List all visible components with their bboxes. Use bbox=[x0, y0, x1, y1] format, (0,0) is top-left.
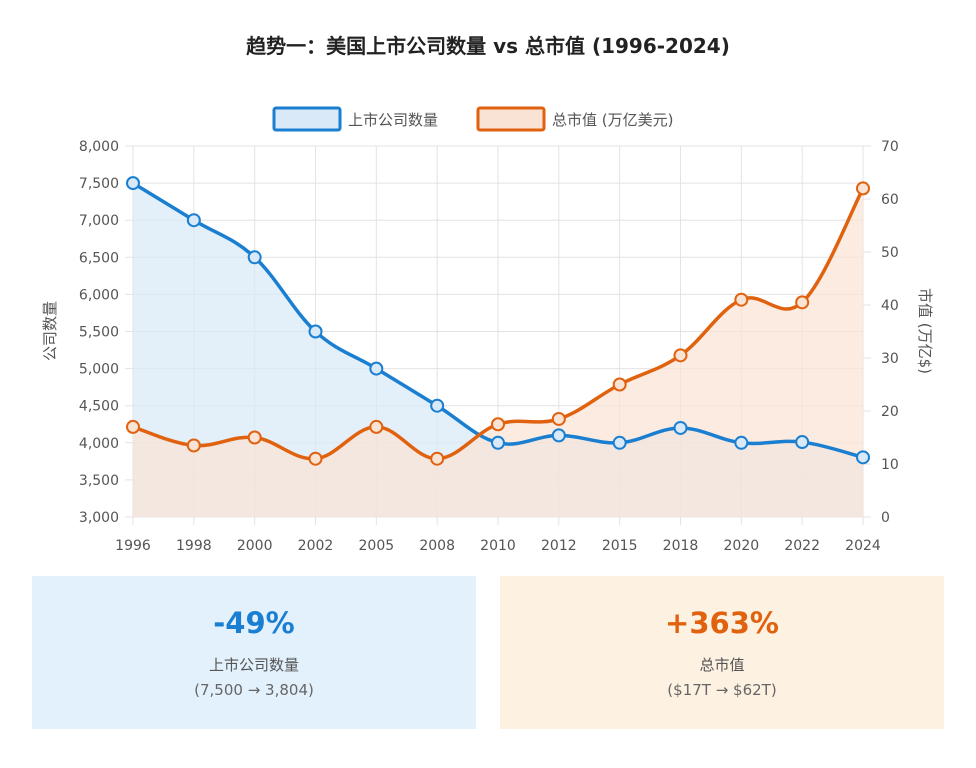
x-tick-label: 2002 bbox=[298, 538, 334, 554]
companies-point bbox=[551, 428, 566, 443]
legend-label-market-cap[interactable]: 总市值 (万亿美元) bbox=[552, 111, 673, 129]
x-axis-ticks: 1996 1998 2000 2002 2005 2008 2010 2012 2015 2018… bbox=[115, 538, 881, 554]
chart-title: 趋势一：美国上市公司数量 vs 总市值 (1996-2024) bbox=[246, 34, 730, 58]
companies-point bbox=[795, 435, 810, 450]
x-tick-label: 2024 bbox=[845, 538, 881, 554]
left-tick-label: 6,000 bbox=[79, 287, 119, 303]
right-tick-label: 60 bbox=[881, 192, 899, 208]
x-tick-label: 2005 bbox=[359, 538, 395, 554]
market-cap-point bbox=[734, 292, 749, 307]
left-tick-label: 6,500 bbox=[79, 250, 119, 266]
left-tick-label: 5,000 bbox=[79, 362, 119, 378]
companies-point bbox=[612, 435, 627, 450]
left-axis-title: 公司数量 bbox=[41, 301, 59, 361]
companies-point bbox=[308, 324, 323, 339]
x-tick-label: 2000 bbox=[237, 538, 273, 554]
companies-point bbox=[734, 435, 749, 450]
companies-point bbox=[491, 435, 505, 450]
companies-point bbox=[856, 450, 870, 465]
x-tick-label: 2018 bbox=[663, 538, 699, 554]
market-cap-point bbox=[856, 181, 870, 196]
companies-point bbox=[186, 213, 201, 228]
left-tick-label: 5,500 bbox=[79, 325, 119, 341]
market-cap-point bbox=[308, 451, 323, 466]
legend-swatch-market-cap[interactable] bbox=[476, 106, 546, 132]
market-cap-point bbox=[551, 411, 566, 426]
dual-axis-line-chart: 3,000 3,500 4,000 4,500 5,000 5,500 6,000 6,500… bbox=[41, 106, 934, 554]
market-cap-point bbox=[126, 419, 140, 434]
market-cap-point bbox=[247, 430, 262, 445]
left-tick-label: 3,000 bbox=[79, 510, 119, 526]
right-tick-label: 40 bbox=[881, 298, 899, 314]
legend-swatch-companies[interactable] bbox=[272, 106, 342, 132]
right-axis-title: 市值 (万亿$) bbox=[916, 288, 934, 374]
companies-change-card: -49% 上市公司数量 (7,500 → 3,804) bbox=[32, 576, 476, 729]
left-tick-label: 4,000 bbox=[79, 436, 119, 452]
left-axis-ticks: 3,000 3,500 4,000 4,500 5,000 5,500 6,000 6,500… bbox=[79, 139, 119, 526]
right-axis-ticks: 0 10 20 30 40 50 60 70 bbox=[881, 139, 899, 526]
market-cap-point bbox=[430, 451, 445, 466]
companies-point bbox=[247, 250, 262, 265]
right-tick-label: 50 bbox=[881, 245, 899, 261]
companies-change-value: -49% bbox=[213, 606, 295, 640]
right-tick-label: 30 bbox=[881, 351, 899, 367]
x-tick-label: 2020 bbox=[724, 538, 760, 554]
right-tick-label: 10 bbox=[881, 457, 899, 473]
legend: 上市公司数量 总市值 (万亿美元) bbox=[272, 106, 673, 132]
legend-label-companies[interactable]: 上市公司数量 bbox=[348, 111, 438, 129]
x-tick-label: 2008 bbox=[419, 538, 455, 554]
companies-point bbox=[673, 420, 688, 435]
left-tick-label: 8,000 bbox=[79, 139, 119, 155]
x-tick-label: 2012 bbox=[541, 538, 577, 554]
market-cap-change-label: 总市值 bbox=[699, 656, 745, 674]
x-tick-label: 2015 bbox=[602, 538, 638, 554]
x-tick-label: 2022 bbox=[784, 538, 820, 554]
market-cap-point bbox=[491, 417, 505, 432]
market-cap-point bbox=[673, 348, 688, 363]
companies-change-detail: (7,500 → 3,804) bbox=[194, 681, 314, 699]
market-cap-change-card: +363% 总市值 ($17T → $62T) bbox=[500, 576, 944, 729]
right-tick-label: 20 bbox=[881, 404, 899, 420]
left-tick-label: 7,500 bbox=[79, 176, 119, 192]
left-tick-label: 7,000 bbox=[79, 213, 119, 229]
x-tick-label: 2010 bbox=[480, 538, 516, 554]
market-cap-point bbox=[369, 419, 384, 434]
market-cap-point bbox=[186, 438, 201, 453]
right-tick-label: 70 bbox=[881, 139, 899, 155]
left-tick-label: 3,500 bbox=[79, 473, 119, 489]
companies-point bbox=[430, 398, 445, 413]
data-points bbox=[126, 176, 870, 466]
left-tick-label: 4,500 bbox=[79, 399, 119, 415]
companies-point bbox=[369, 361, 384, 376]
market-cap-point bbox=[795, 295, 810, 310]
market-cap-point bbox=[612, 377, 627, 392]
x-tick-label: 1996 bbox=[115, 538, 151, 554]
market-cap-change-detail: ($17T → $62T) bbox=[667, 681, 777, 699]
companies-change-label: 上市公司数量 bbox=[208, 656, 299, 674]
x-tick-label: 1998 bbox=[176, 538, 212, 554]
companies-point bbox=[126, 176, 140, 191]
right-tick-label: 0 bbox=[881, 510, 890, 526]
market-cap-change-value: +363% bbox=[665, 606, 779, 640]
